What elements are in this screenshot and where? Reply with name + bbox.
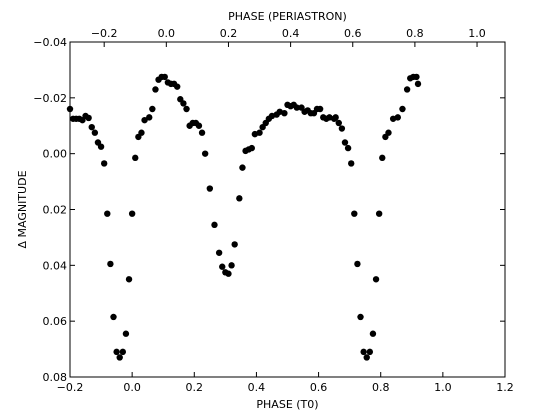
data-point (183, 105, 190, 113)
data-point (104, 210, 111, 217)
x-tick-label: 1.2 (496, 381, 514, 394)
top-x-tick-label: 0.4 (282, 27, 300, 40)
top-x-tick-label: 0.8 (406, 27, 424, 40)
data-point (97, 143, 105, 150)
data-point (338, 125, 346, 132)
data-point (113, 348, 120, 356)
data-point (138, 129, 145, 136)
data-point (332, 114, 339, 121)
x-axis-label: PHASE (T0) (256, 398, 318, 411)
top-x-tick-label: 0.0 (158, 27, 176, 40)
data-point (215, 249, 223, 256)
y-tick-label: −0.02 (33, 92, 67, 105)
data-point (256, 129, 263, 136)
data-point (195, 122, 203, 129)
y-tick-label: 0.06 (43, 315, 68, 328)
x-tick-label: 1.0 (434, 381, 452, 394)
data-point (116, 354, 123, 361)
data-point (360, 348, 367, 356)
data-point (180, 100, 187, 107)
data-point (379, 154, 386, 162)
data-point (107, 260, 114, 268)
y-tick-label: 0.04 (43, 259, 68, 272)
data-point (122, 330, 130, 337)
data-point (228, 262, 235, 269)
y-tick-label: 0.08 (43, 371, 68, 384)
data-point (85, 114, 92, 122)
data-point (239, 164, 246, 171)
top-x-tick-label: 0.6 (344, 27, 362, 40)
data-point (110, 313, 117, 321)
data-point (344, 144, 352, 152)
data-point (174, 83, 181, 90)
data-point (119, 348, 127, 356)
data-points (66, 73, 422, 361)
data-point (149, 105, 156, 113)
data-point (91, 129, 99, 136)
top-x-tick-label: 1.0 (468, 27, 486, 40)
data-point (399, 105, 406, 113)
data-point (341, 139, 349, 146)
top-x-tick-label: 0.2 (220, 27, 238, 40)
x-tick-label: 0.0 (123, 381, 141, 394)
data-point (219, 263, 226, 270)
data-point (231, 241, 238, 248)
data-point (385, 129, 392, 136)
data-point (225, 270, 232, 277)
data-point (293, 104, 301, 111)
data-point (201, 150, 209, 157)
data-point (369, 330, 377, 337)
x-tick-label: 0.8 (372, 381, 390, 394)
data-point (248, 144, 255, 152)
data-point (281, 109, 288, 117)
top-axis-label: PHASE (PERIASTRON) (228, 10, 347, 23)
data-point (88, 123, 95, 131)
x-tick-label: 0.4 (248, 381, 266, 394)
y-axis-label: Δ MAGNITUDE (16, 170, 29, 248)
data-point (128, 210, 136, 217)
axis-ticks: −0.2 0.0 0.2 0.4 0.6 0.8 1.0 1.2 −0.2 0.0 0.2 0.4 0.… (33, 27, 513, 394)
data-point (351, 210, 358, 217)
data-point (372, 276, 380, 283)
data-point (363, 354, 370, 361)
data-point (414, 80, 422, 88)
data-point (206, 185, 214, 192)
data-point (375, 210, 383, 217)
y-tick-label: 0.02 (43, 204, 68, 217)
data-point (132, 154, 139, 162)
y-tick-label: −0.04 (33, 36, 67, 49)
top-x-tick-label: −0.2 (91, 27, 118, 40)
x-tick-label: 0.6 (310, 381, 328, 394)
data-point (236, 195, 243, 202)
data-point (211, 221, 218, 229)
data-point (394, 114, 401, 121)
data-point (354, 260, 361, 268)
data-point (161, 73, 168, 81)
data-point (152, 86, 159, 93)
data-point (316, 105, 324, 113)
data-point (141, 116, 148, 124)
data-point (335, 119, 342, 127)
data-point (198, 129, 206, 136)
data-point (348, 160, 355, 167)
data-point (125, 276, 133, 283)
x-tick-label: −0.2 (57, 381, 84, 394)
y-tick-label: 0.00 (43, 148, 68, 161)
x-tick-label: 0.2 (186, 381, 204, 394)
data-point (100, 160, 108, 167)
data-point (366, 348, 374, 356)
data-point (413, 73, 420, 81)
data-point (357, 313, 364, 321)
data-point (403, 86, 411, 93)
data-point (146, 114, 153, 121)
